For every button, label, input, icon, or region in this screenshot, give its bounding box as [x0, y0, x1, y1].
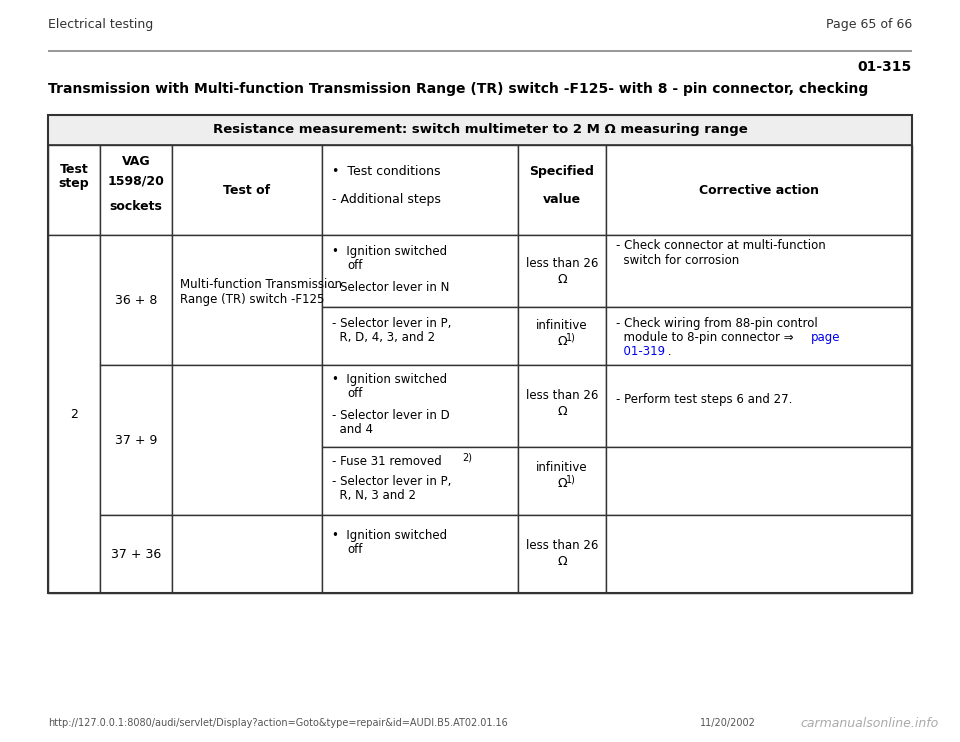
Bar: [172, 365, 322, 515]
Text: 2: 2: [70, 407, 78, 421]
Text: 11/20/2002: 11/20/2002: [700, 718, 756, 728]
Text: 37 + 9: 37 + 9: [115, 433, 157, 447]
Text: - Check connector at multi-function
  switch for corrosion: - Check connector at multi-function swit…: [616, 239, 826, 267]
Text: and 4: and 4: [332, 423, 373, 436]
Text: off: off: [347, 387, 362, 400]
Text: •  Ignition switched: • Ignition switched: [332, 245, 447, 258]
Text: http://127.0.0.1:8080/audi/servlet/Display?action=Goto&type=repair&id=AUDI.B5.AT: http://127.0.0.1:8080/audi/servlet/Displ…: [48, 718, 508, 728]
Text: 2): 2): [462, 453, 472, 463]
Text: Ω: Ω: [557, 335, 566, 348]
Bar: [100, 145, 172, 235]
Text: 1): 1): [566, 333, 576, 343]
Text: module to 8-pin connector ⇒: module to 8-pin connector ⇒: [616, 331, 798, 344]
Text: less than 26: less than 26: [526, 539, 598, 552]
Text: Page 65 of 66: Page 65 of 66: [826, 18, 912, 31]
Bar: [606, 515, 912, 593]
Text: VAG: VAG: [122, 155, 151, 168]
Text: carmanualsonline.info: carmanualsonline.info: [801, 717, 939, 730]
Text: Ω: Ω: [557, 405, 566, 418]
Text: - Selector lever in N: - Selector lever in N: [332, 281, 449, 294]
Text: - Perform test steps 6 and 27.: - Perform test steps 6 and 27.: [616, 393, 792, 407]
Text: 01-315: 01-315: [857, 60, 912, 74]
Text: .: .: [664, 345, 671, 358]
Text: Transmission with Multi-function Transmission Range (TR) switch -F125- with 8 - : Transmission with Multi-function Transmi…: [48, 82, 868, 96]
Bar: [48, 115, 912, 593]
Bar: [48, 145, 100, 235]
Text: off: off: [347, 259, 362, 272]
Text: Test of: Test of: [224, 183, 271, 197]
Bar: [172, 515, 322, 593]
Text: 37 + 36: 37 + 36: [110, 548, 161, 560]
Text: sockets: sockets: [109, 200, 162, 213]
Bar: [322, 235, 518, 307]
Bar: [322, 515, 518, 593]
Text: Multi-function Transmission
Range (TR) switch -F125: Multi-function Transmission Range (TR) s…: [180, 278, 342, 306]
Bar: [322, 307, 518, 365]
Bar: [48, 50, 912, 51]
Bar: [322, 365, 518, 447]
Text: - Fuse 31 removed: - Fuse 31 removed: [332, 455, 445, 468]
Bar: [606, 235, 912, 307]
Text: page: page: [811, 331, 841, 344]
Text: - Selector lever in P,: - Selector lever in P,: [332, 317, 451, 330]
Text: 1): 1): [566, 475, 576, 485]
Text: - Selector lever in D: - Selector lever in D: [332, 409, 449, 422]
Bar: [322, 145, 518, 235]
Bar: [518, 145, 606, 235]
Text: •  Ignition switched: • Ignition switched: [332, 373, 447, 386]
Text: Corrective action: Corrective action: [699, 183, 819, 197]
Text: less than 26: less than 26: [526, 257, 598, 270]
Bar: [48, 115, 912, 145]
Text: - Check wiring from 88-pin control: - Check wiring from 88-pin control: [616, 317, 818, 330]
Bar: [518, 235, 606, 307]
Text: infinitive: infinitive: [537, 319, 588, 332]
Bar: [606, 365, 912, 447]
Text: Ω: Ω: [557, 477, 566, 490]
Text: Specified: Specified: [530, 165, 594, 178]
Text: •  Ignition switched: • Ignition switched: [332, 529, 447, 542]
Text: - Additional steps: - Additional steps: [332, 193, 441, 206]
Bar: [172, 145, 322, 235]
Text: Electrical testing: Electrical testing: [48, 18, 154, 31]
Text: value: value: [543, 193, 581, 206]
Text: Test: Test: [60, 163, 88, 176]
Bar: [100, 365, 172, 515]
Text: 01-319: 01-319: [616, 345, 665, 358]
Bar: [518, 515, 606, 593]
Text: Resistance measurement: switch multimeter to 2 M Ω measuring range: Resistance measurement: switch multimete…: [212, 123, 748, 137]
Bar: [606, 145, 912, 235]
Text: R, N, 3 and 2: R, N, 3 and 2: [332, 489, 416, 502]
Text: R, D, 4, 3, and 2: R, D, 4, 3, and 2: [332, 331, 435, 344]
Bar: [172, 235, 322, 365]
Text: infinitive: infinitive: [537, 461, 588, 474]
Text: - Selector lever in P,: - Selector lever in P,: [332, 475, 451, 488]
Bar: [100, 515, 172, 593]
Bar: [606, 307, 912, 365]
Text: Ω: Ω: [557, 273, 566, 286]
Bar: [322, 447, 518, 515]
Text: less than 26: less than 26: [526, 389, 598, 402]
Text: off: off: [347, 543, 362, 556]
Text: Ω: Ω: [557, 555, 566, 568]
Bar: [518, 365, 606, 447]
Bar: [518, 307, 606, 365]
Text: step: step: [59, 177, 89, 190]
Text: 1598/20: 1598/20: [108, 175, 164, 188]
Bar: [100, 235, 172, 365]
Bar: [518, 447, 606, 515]
Bar: [48, 235, 100, 593]
Text: •  Test conditions: • Test conditions: [332, 165, 441, 178]
Text: 36 + 8: 36 + 8: [115, 294, 157, 306]
Bar: [606, 447, 912, 515]
